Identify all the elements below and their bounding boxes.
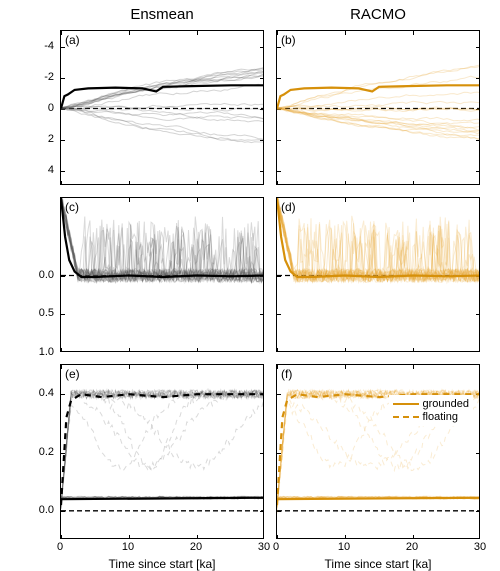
legend-label: grounded [423,398,470,410]
panel: (b) [276,30,480,185]
x-axis-label: Time since start [ka] [109,557,216,571]
legend: groundedfloating [389,395,474,426]
panel-label: (e) [65,367,80,381]
xtick-label: 10 [338,541,350,553]
ensemble-line [277,108,480,129]
xtick-label: 10 [122,541,134,553]
xtick-label: 0 [57,541,63,553]
ytick-label: 0.0 [0,504,54,516]
ytick-label: 2 [0,133,54,145]
x-axis-label: Time since start [ka] [325,557,432,571]
column-title: Ensmean [130,6,193,23]
panel: (a) [60,30,264,185]
xtick-label: 30 [258,541,270,553]
ensemble-line [61,391,264,502]
ytick-label: 0.2 [0,446,54,458]
panel-svg [277,31,480,185]
legend-label: floating [423,411,458,423]
legend-item: grounded [393,398,470,410]
panel-label: (c) [65,200,79,214]
ensemble-line [61,390,264,509]
panel-svg [61,365,264,539]
ensemble-line [61,390,264,501]
ensemble-line [61,390,264,501]
panel-svg [61,31,264,185]
ensemble-line [61,390,264,509]
ytick-label: 0.0 [0,269,54,281]
ytick-label: -4 [0,40,54,52]
panel: (d) [276,197,480,352]
panel: (c) [60,197,264,352]
ytick-label: 1.0 [0,346,54,358]
legend-item: floating [393,411,470,423]
panel-label: (f) [281,367,292,381]
panel-label: (a) [65,33,80,47]
panel-label: (b) [281,33,296,47]
bold-line [61,394,264,505]
ensemble-line [277,76,480,109]
ytick-label: 0.4 [0,387,54,399]
panel-svg [61,198,264,352]
ytick-label: 0.5 [0,307,54,319]
xtick-label: 20 [406,541,418,553]
figure-root: Ensmean RACMO -4 -2 0 2 4 (a) (b) 0.0 0.5 1.0 (c) (d)… [0,0,500,571]
ytick-label: 4 [0,164,54,176]
xtick-label: 30 [474,541,486,553]
panel-svg [277,198,480,352]
ensemble-line [277,101,480,108]
legend-line-icon [393,403,419,405]
column-title: RACMO [350,6,406,23]
xtick-label: 20 [190,541,202,553]
ensemble-line [61,391,264,509]
legend-line-icon [393,416,419,418]
bold-line [277,498,480,500]
ytick-label: 0 [0,102,54,114]
xtick-label: 0 [273,541,279,553]
panel: (f) groundedfloating [276,364,480,539]
ensemble-line [61,76,264,108]
panel-svg [277,365,480,539]
panel-label: (d) [281,200,296,214]
ytick-label: -2 [0,71,54,83]
ensemble-line [61,391,264,504]
bold-line [61,498,264,500]
panel: (e) [60,364,264,539]
